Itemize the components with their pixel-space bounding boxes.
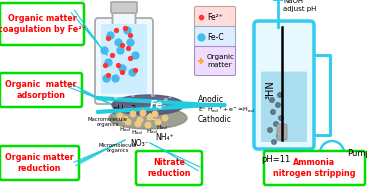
FancyBboxPatch shape bbox=[261, 72, 307, 142]
FancyBboxPatch shape bbox=[0, 146, 79, 180]
Circle shape bbox=[162, 115, 168, 121]
Text: pH=3: pH=3 bbox=[112, 105, 136, 114]
Circle shape bbox=[137, 117, 143, 123]
Text: Micromolecule
organics: Micromolecule organics bbox=[99, 143, 137, 153]
Text: e$^-$: e$^-$ bbox=[113, 94, 123, 102]
Circle shape bbox=[122, 116, 128, 122]
FancyBboxPatch shape bbox=[195, 6, 236, 28]
Circle shape bbox=[276, 103, 280, 107]
Text: Organic matter
reduction: Organic matter reduction bbox=[5, 153, 74, 173]
Text: Anodic: Anodic bbox=[198, 95, 224, 105]
Text: AC: AC bbox=[147, 114, 157, 122]
Text: NO₃⁻: NO₃⁻ bbox=[131, 139, 149, 147]
Circle shape bbox=[279, 116, 283, 120]
Text: pH=11: pH=11 bbox=[261, 155, 291, 164]
Circle shape bbox=[270, 98, 274, 102]
Circle shape bbox=[271, 110, 275, 114]
Ellipse shape bbox=[109, 107, 187, 129]
Text: H$_{ad}$: H$_{ad}$ bbox=[119, 125, 131, 134]
Circle shape bbox=[125, 119, 131, 125]
Circle shape bbox=[117, 113, 123, 119]
FancyBboxPatch shape bbox=[195, 26, 236, 47]
Circle shape bbox=[145, 122, 151, 128]
Circle shape bbox=[130, 111, 136, 117]
Text: Organic  matter
adsorption: Organic matter adsorption bbox=[5, 80, 77, 100]
FancyBboxPatch shape bbox=[254, 21, 314, 149]
FancyBboxPatch shape bbox=[136, 151, 202, 185]
Text: H$_{ad}$: H$_{ad}$ bbox=[131, 129, 143, 137]
Text: Pump: Pump bbox=[347, 149, 367, 157]
Circle shape bbox=[272, 140, 276, 144]
Ellipse shape bbox=[112, 95, 184, 115]
Text: Ammonia
nitrogen stripping: Ammonia nitrogen stripping bbox=[273, 158, 356, 178]
FancyBboxPatch shape bbox=[264, 151, 365, 185]
Text: e$^-$: e$^-$ bbox=[157, 104, 167, 112]
Text: Fe-C: Fe-C bbox=[207, 33, 224, 42]
Text: H$_{ad}$: H$_{ad}$ bbox=[156, 124, 168, 132]
Text: Macromolecule
organics: Macromolecule organics bbox=[88, 117, 128, 127]
FancyBboxPatch shape bbox=[95, 18, 153, 104]
Circle shape bbox=[155, 119, 161, 125]
FancyBboxPatch shape bbox=[277, 124, 287, 140]
FancyBboxPatch shape bbox=[113, 8, 135, 26]
Circle shape bbox=[320, 141, 344, 165]
Circle shape bbox=[147, 114, 153, 120]
FancyBboxPatch shape bbox=[0, 3, 84, 45]
Text: NaOH
adjust pH: NaOH adjust pH bbox=[283, 0, 316, 12]
Circle shape bbox=[274, 122, 278, 126]
Text: ³HN: ³HN bbox=[265, 81, 275, 99]
Text: e$^-$: e$^-$ bbox=[150, 92, 160, 100]
Circle shape bbox=[140, 110, 146, 116]
Text: Nitrate
reduction: Nitrate reduction bbox=[147, 158, 191, 178]
Text: Organic
matter: Organic matter bbox=[207, 54, 235, 68]
Text: Fe: Fe bbox=[149, 100, 163, 110]
FancyBboxPatch shape bbox=[195, 46, 236, 75]
Circle shape bbox=[278, 93, 282, 97]
Circle shape bbox=[277, 134, 281, 138]
Text: e$^-$: e$^-$ bbox=[130, 92, 140, 100]
Circle shape bbox=[268, 128, 272, 132]
Text: H$_{ad}$: H$_{ad}$ bbox=[146, 128, 158, 136]
Circle shape bbox=[152, 111, 158, 117]
Text: E° H$_{ad}$$^+$+e$^-$≈H$_{ad}$: E° H$_{ad}$$^+$+e$^-$≈H$_{ad}$ bbox=[198, 105, 255, 115]
Text: Cathodic: Cathodic bbox=[198, 115, 232, 125]
Text: Fe²⁺: Fe²⁺ bbox=[207, 12, 223, 22]
Text: Organic matter
coagulation by Fe²⁺: Organic matter coagulation by Fe²⁺ bbox=[0, 14, 86, 34]
Circle shape bbox=[135, 121, 141, 127]
FancyBboxPatch shape bbox=[0, 73, 82, 107]
Text: e$^-$: e$^-$ bbox=[163, 96, 173, 104]
FancyBboxPatch shape bbox=[101, 24, 147, 94]
Text: NH₄⁺: NH₄⁺ bbox=[156, 133, 174, 143]
FancyBboxPatch shape bbox=[111, 2, 137, 13]
